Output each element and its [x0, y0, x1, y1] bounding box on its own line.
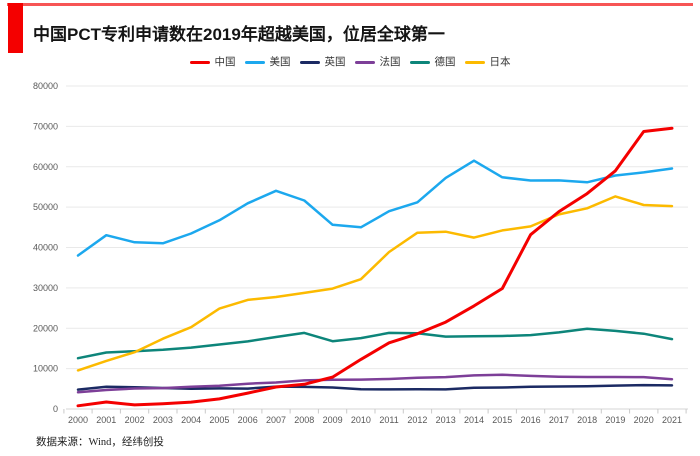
x-axis-label-2021: 2021 — [662, 415, 682, 425]
y-axis-label-60000: 60000 — [33, 162, 58, 172]
x-axis-label-2011: 2011 — [379, 415, 398, 425]
x-axis-label-2015: 2015 — [492, 415, 512, 425]
x-axis-label-2001: 2001 — [96, 415, 116, 425]
legend-swatch-japan — [464, 60, 485, 64]
x-axis-label-2006: 2006 — [238, 415, 258, 425]
y-axis-label-20000: 20000 — [33, 323, 58, 333]
x-axis-label-2010: 2010 — [351, 415, 371, 425]
y-axis-label-70000: 70000 — [33, 121, 58, 131]
series-line-france — [76, 373, 674, 394]
x-axis-label-2005: 2005 — [209, 415, 229, 425]
x-axis-label-2016: 2016 — [521, 415, 541, 425]
legend-swatch-china — [189, 60, 210, 64]
x-axis-label-2013: 2013 — [436, 415, 456, 425]
legend-swatch-usa — [244, 60, 265, 64]
legend-item-usa: 美国 — [244, 55, 291, 68]
legend-item-china: 中国 — [189, 55, 236, 68]
x-axis-label-2020: 2020 — [634, 415, 654, 425]
legend-item-france: 法国 — [354, 55, 401, 68]
x-axis-label-2014: 2014 — [464, 415, 484, 425]
series-line-japan — [76, 195, 674, 372]
x-axis-label-2018: 2018 — [577, 415, 597, 425]
x-axis-label-2019: 2019 — [605, 415, 625, 425]
chart-legend: 中国 美国 英国 法国 德国 日本 — [0, 55, 700, 69]
y-axis-label-30000: 30000 — [33, 283, 58, 293]
legend-label-germany: 德国 — [434, 55, 456, 68]
legend-label-france: 法国 — [379, 55, 401, 68]
x-axis-label-2007: 2007 — [266, 415, 286, 425]
legend-swatch-uk — [299, 60, 320, 64]
x-axis-label-2017: 2017 — [549, 415, 569, 425]
legend-label-usa: 美国 — [269, 55, 291, 68]
series-line-germany — [76, 327, 674, 360]
x-axis-label-2008: 2008 — [294, 415, 314, 425]
legend-label-japan: 日本 — [489, 55, 511, 68]
line-chart: 0 10000 20000 30000 40000 50000 60000 70000 8000… — [33, 81, 688, 425]
legend-swatch-france — [354, 60, 375, 64]
y-axis-label-80000: 80000 — [33, 81, 58, 91]
x-axis-label-2003: 2003 — [153, 415, 173, 425]
x-axis-label-2002: 2002 — [125, 415, 145, 425]
data-source-note: 数据来源：Wind，经纬创投 — [36, 437, 164, 448]
legend-item-japan: 日本 — [464, 55, 511, 68]
x-axis-label-2004: 2004 — [181, 415, 201, 425]
x-axis-label-2000: 2000 — [68, 415, 88, 425]
series-line-usa — [76, 159, 674, 257]
red-accent-block — [8, 3, 23, 53]
y-axis-label-10000: 10000 — [33, 364, 58, 374]
y-axis-label-0: 0 — [53, 404, 58, 414]
series-line-china — [76, 126, 674, 408]
x-axis-label-2012: 2012 — [407, 415, 427, 425]
y-axis-label-50000: 50000 — [33, 202, 58, 212]
y-axis-label-40000: 40000 — [33, 243, 58, 253]
legend-swatch-germany — [409, 60, 430, 64]
top-red-rule — [7, 3, 693, 6]
legend-label-china: 中国 — [214, 55, 236, 68]
legend-item-germany: 德国 — [409, 55, 456, 68]
legend-item-uk: 英国 — [299, 55, 346, 68]
x-axis-label-2009: 2009 — [323, 415, 343, 425]
legend-label-uk: 英国 — [324, 55, 346, 68]
page-title: 中国PCT专利申请数在2019年超越美国，位居全球第一 — [33, 25, 445, 44]
